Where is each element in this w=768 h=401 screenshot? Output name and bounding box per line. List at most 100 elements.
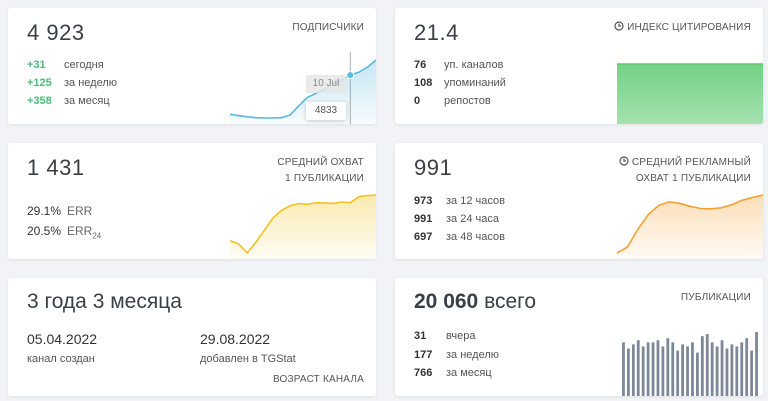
card-value: 3 года 3 месяца xyxy=(27,290,182,313)
card[interactable]: 991 СРЕДНИЙ РЕКЛАМНЫЙ ОХВАТ 1 ПУБЛИКАЦИИ … xyxy=(395,143,763,259)
row-label: упоминаний xyxy=(444,77,506,89)
card-title: СРЕДНИЙ РЕКЛАМНЫЙ xyxy=(631,157,751,168)
bar xyxy=(710,342,714,396)
clock-icon xyxy=(619,156,629,166)
card-title: ОХВАТ 1 ПУБЛИКАЦИИ xyxy=(635,173,751,184)
row-label: ERR xyxy=(67,224,93,238)
row-label: за месяц xyxy=(446,367,492,379)
row-label: уп. каналов xyxy=(444,59,504,71)
bar xyxy=(681,344,684,396)
bar xyxy=(720,340,724,396)
clock-icon xyxy=(614,21,624,31)
card-title-wrap: ИНДЕКС ЦИТИРОВАНИЯ xyxy=(614,20,751,36)
row-label: за неделю xyxy=(446,349,500,361)
bar xyxy=(641,346,645,396)
bar xyxy=(691,342,694,396)
card-title: ИНДЕКС ЦИТИРОВАНИЯ xyxy=(627,22,751,33)
row-label: за 48 часов xyxy=(446,231,505,243)
row-label: за 24 часа xyxy=(446,213,499,225)
card-value: 1 431 xyxy=(27,155,85,180)
card-title: ВОЗРАСТ КАНАЛА xyxy=(272,374,364,385)
card-value: 4 923 xyxy=(27,20,85,45)
row-value: 697 xyxy=(414,231,433,243)
row-value: 973 xyxy=(414,195,433,207)
card-title-line: СРЕДНИЙ РЕКЛАМНЫЙ xyxy=(619,155,751,171)
bar xyxy=(651,342,655,396)
row-label: за 12 часов xyxy=(446,195,505,207)
bar xyxy=(700,336,704,396)
card[interactable]: 21.4 ИНДЕКС ЦИТИРОВАНИЯ 76 уп. каналов 10… xyxy=(395,8,763,124)
bar xyxy=(661,346,665,396)
date: 29.08.2022 xyxy=(200,331,271,347)
card-title: СРЕДНИЙ ОХВАТ xyxy=(277,157,364,168)
bar xyxy=(725,348,729,396)
bar xyxy=(631,344,635,396)
row-label: вчера xyxy=(446,330,476,342)
card-title: ПОДПИСЧИКИ xyxy=(292,22,364,33)
card[interactable]: 4 923 ПОДПИСЧИКИ +31 сегодня +125 за недел… xyxy=(8,8,376,124)
tooltip-value: 4833 xyxy=(306,102,346,120)
row-value: +358 xyxy=(27,95,52,107)
tooltip-date: 10 Jul xyxy=(306,75,346,93)
sparkline xyxy=(230,194,376,259)
bar xyxy=(730,344,734,396)
row-value: 108 xyxy=(414,77,433,89)
sparkline-line xyxy=(617,194,763,254)
bar xyxy=(755,332,758,396)
row-label: сегодня xyxy=(64,59,104,71)
bar xyxy=(622,342,625,396)
row-label: ERR xyxy=(67,204,93,218)
sparkline-area xyxy=(617,64,763,124)
card[interactable]: 20 060 всего ПУБЛИКАЦИИ 31 вчера 177 за не… xyxy=(395,278,763,396)
sparkline-line xyxy=(230,194,376,255)
row-label: за неделю xyxy=(64,77,118,89)
row-value: 991 xyxy=(414,213,433,225)
hover-point xyxy=(346,71,355,80)
bar xyxy=(686,346,689,396)
bar xyxy=(666,338,670,396)
date: 05.04.2022 xyxy=(27,331,98,347)
bar xyxy=(636,340,640,396)
card-title-wrap: СРЕДНИЙ РЕКЛАМНЫЙ ОХВАТ 1 ПУБЛИКАЦИИ xyxy=(619,155,751,187)
row-label-sub: 24 xyxy=(92,231,102,241)
row-value: 76 xyxy=(414,59,427,71)
row-value: 31 xyxy=(414,330,427,342)
bar xyxy=(646,342,650,396)
bar xyxy=(745,338,749,396)
row-value: +125 xyxy=(27,77,52,89)
card-title-wrap: СРЕДНИЙ ОХВАТ 1 ПУБЛИКАЦИИ xyxy=(277,155,364,187)
row-value: 20.5% xyxy=(27,224,62,238)
row-value: 0 xyxy=(414,95,421,107)
sparkline xyxy=(617,63,763,124)
date-label: канал создан xyxy=(27,353,95,365)
bar xyxy=(671,342,675,396)
card[interactable]: 3 года 3 месяца 05.04.2022 канал создан … xyxy=(8,278,376,396)
card-value: 991 xyxy=(414,155,453,180)
card[interactable]: 1 431 СРЕДНИЙ ОХВАТ 1 ПУБЛИКАЦИИ 29.1% ERR… xyxy=(8,143,376,259)
bar xyxy=(696,352,699,396)
bar xyxy=(750,350,753,396)
card-value-wrap: 20 060 всего xyxy=(414,290,536,314)
bar xyxy=(735,346,739,396)
card-value: 21.4 xyxy=(414,20,459,45)
sparkline xyxy=(617,194,763,259)
sparkline-area xyxy=(230,60,376,124)
row-label-wrap: ERR24 xyxy=(67,223,101,244)
bar xyxy=(627,348,630,396)
card-value-unit: всего xyxy=(484,290,537,313)
row-value: +31 xyxy=(27,59,46,71)
card-title: 1 ПУБЛИКАЦИИ xyxy=(285,173,364,184)
bar xyxy=(676,350,680,396)
card-title: ПУБЛИКАЦИИ xyxy=(680,292,751,303)
sparkline-area xyxy=(230,195,376,259)
row-label: за месяц xyxy=(64,95,110,107)
sparkline xyxy=(230,52,376,124)
sparkline xyxy=(622,332,758,396)
bar xyxy=(740,342,744,396)
row-value: 766 xyxy=(414,367,433,379)
bar xyxy=(705,334,709,396)
bar xyxy=(656,340,660,396)
date-label: добавлен в TGStat xyxy=(200,353,296,365)
card-value: 20 060 xyxy=(414,290,479,313)
